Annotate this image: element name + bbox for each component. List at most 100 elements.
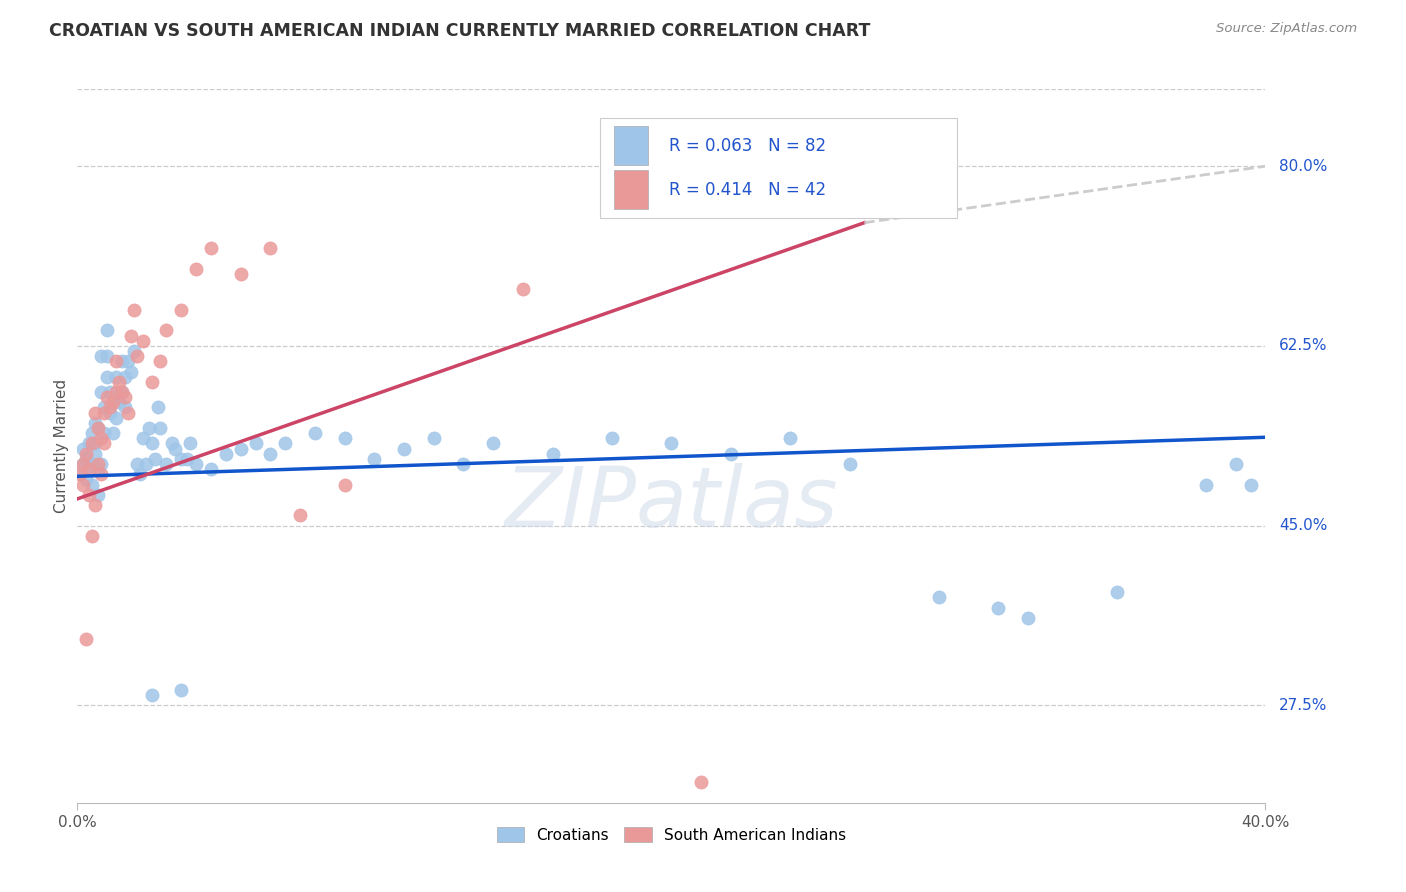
Point [87, 421, 110, 435]
Point [141, 436, 163, 450]
Point [259, 447, 281, 461]
FancyBboxPatch shape [600, 118, 956, 218]
Point [84, 447, 107, 461]
Point [117, 354, 139, 368]
Point [75, 447, 97, 461]
Point [987, 600, 1010, 615]
Point [1105, 585, 1128, 599]
Point [82, 529, 104, 543]
Point [143, 451, 166, 466]
Point [170, 302, 193, 317]
Point [72, 457, 94, 471]
Point [75, 632, 97, 646]
Point [135, 457, 157, 471]
Text: R = 0.063   N = 82: R = 0.063 N = 82 [669, 136, 827, 154]
Point [288, 508, 311, 523]
Point [363, 451, 385, 466]
Point [96, 349, 118, 363]
Point [82, 457, 104, 471]
Point [149, 421, 172, 435]
Point [131, 431, 153, 445]
Point [422, 431, 444, 445]
Point [101, 395, 124, 409]
Point [82, 426, 104, 441]
Point [87, 457, 110, 471]
Point [229, 442, 252, 456]
Point [77, 462, 100, 476]
Point [120, 365, 142, 379]
Point [141, 375, 163, 389]
Point [690, 775, 713, 789]
Point [333, 431, 356, 445]
Point [333, 477, 356, 491]
Point [165, 442, 187, 456]
Text: R = 0.414   N = 42: R = 0.414 N = 42 [669, 181, 827, 199]
Text: 80.0%: 80.0% [1279, 159, 1327, 174]
Point [141, 688, 163, 702]
Point [111, 385, 134, 400]
Point [114, 369, 136, 384]
Point [512, 282, 534, 296]
Text: 62.5%: 62.5% [1279, 338, 1327, 353]
Point [90, 467, 112, 482]
Point [90, 431, 112, 445]
Point [125, 457, 148, 471]
Text: 45.0%: 45.0% [1279, 518, 1327, 533]
Point [93, 406, 115, 420]
Point [122, 344, 145, 359]
Point [75, 472, 97, 486]
Point [259, 241, 281, 255]
Point [69, 467, 91, 482]
Point [149, 354, 172, 368]
Y-axis label: Currently Married: Currently Married [53, 379, 69, 513]
Point [108, 375, 131, 389]
Point [77, 462, 100, 476]
Point [104, 385, 127, 400]
Point [200, 241, 222, 255]
Bar [614, 170, 648, 210]
Point [245, 436, 267, 450]
Point [170, 682, 193, 697]
Point [90, 385, 112, 400]
Point [98, 406, 121, 420]
Point [96, 390, 118, 404]
Point [93, 426, 115, 441]
Point [838, 457, 860, 471]
Point [104, 354, 127, 368]
Point [186, 457, 208, 471]
Text: CROATIAN VS SOUTH AMERICAN INDIAN CURRENTLY MARRIED CORRELATION CHART: CROATIAN VS SOUTH AMERICAN INDIAN CURREN… [49, 22, 870, 40]
Point [1017, 611, 1039, 625]
Point [72, 477, 94, 491]
Text: 27.5%: 27.5% [1279, 698, 1327, 713]
Point [200, 462, 222, 476]
Point [131, 334, 153, 348]
Point [1195, 477, 1218, 491]
Point [90, 457, 112, 471]
Point [96, 369, 118, 384]
Legend: Croatians, South American Indians: Croatians, South American Indians [491, 821, 852, 848]
Point [176, 451, 198, 466]
Point [274, 436, 297, 450]
Point [779, 431, 801, 445]
Point [87, 462, 110, 476]
Point [482, 436, 505, 450]
Point [90, 349, 112, 363]
Point [229, 267, 252, 281]
Point [96, 324, 118, 338]
Point [108, 395, 131, 409]
Point [392, 442, 415, 456]
Text: Source: ZipAtlas.com: Source: ZipAtlas.com [1216, 22, 1357, 36]
Point [114, 401, 136, 415]
Point [120, 328, 142, 343]
Point [111, 385, 134, 400]
Point [186, 261, 208, 276]
Point [84, 436, 107, 450]
Point [138, 421, 160, 435]
Point [93, 401, 115, 415]
Point [720, 447, 742, 461]
Point [117, 406, 139, 420]
Point [98, 401, 121, 415]
Point [101, 395, 124, 409]
Point [600, 431, 623, 445]
Point [82, 436, 104, 450]
